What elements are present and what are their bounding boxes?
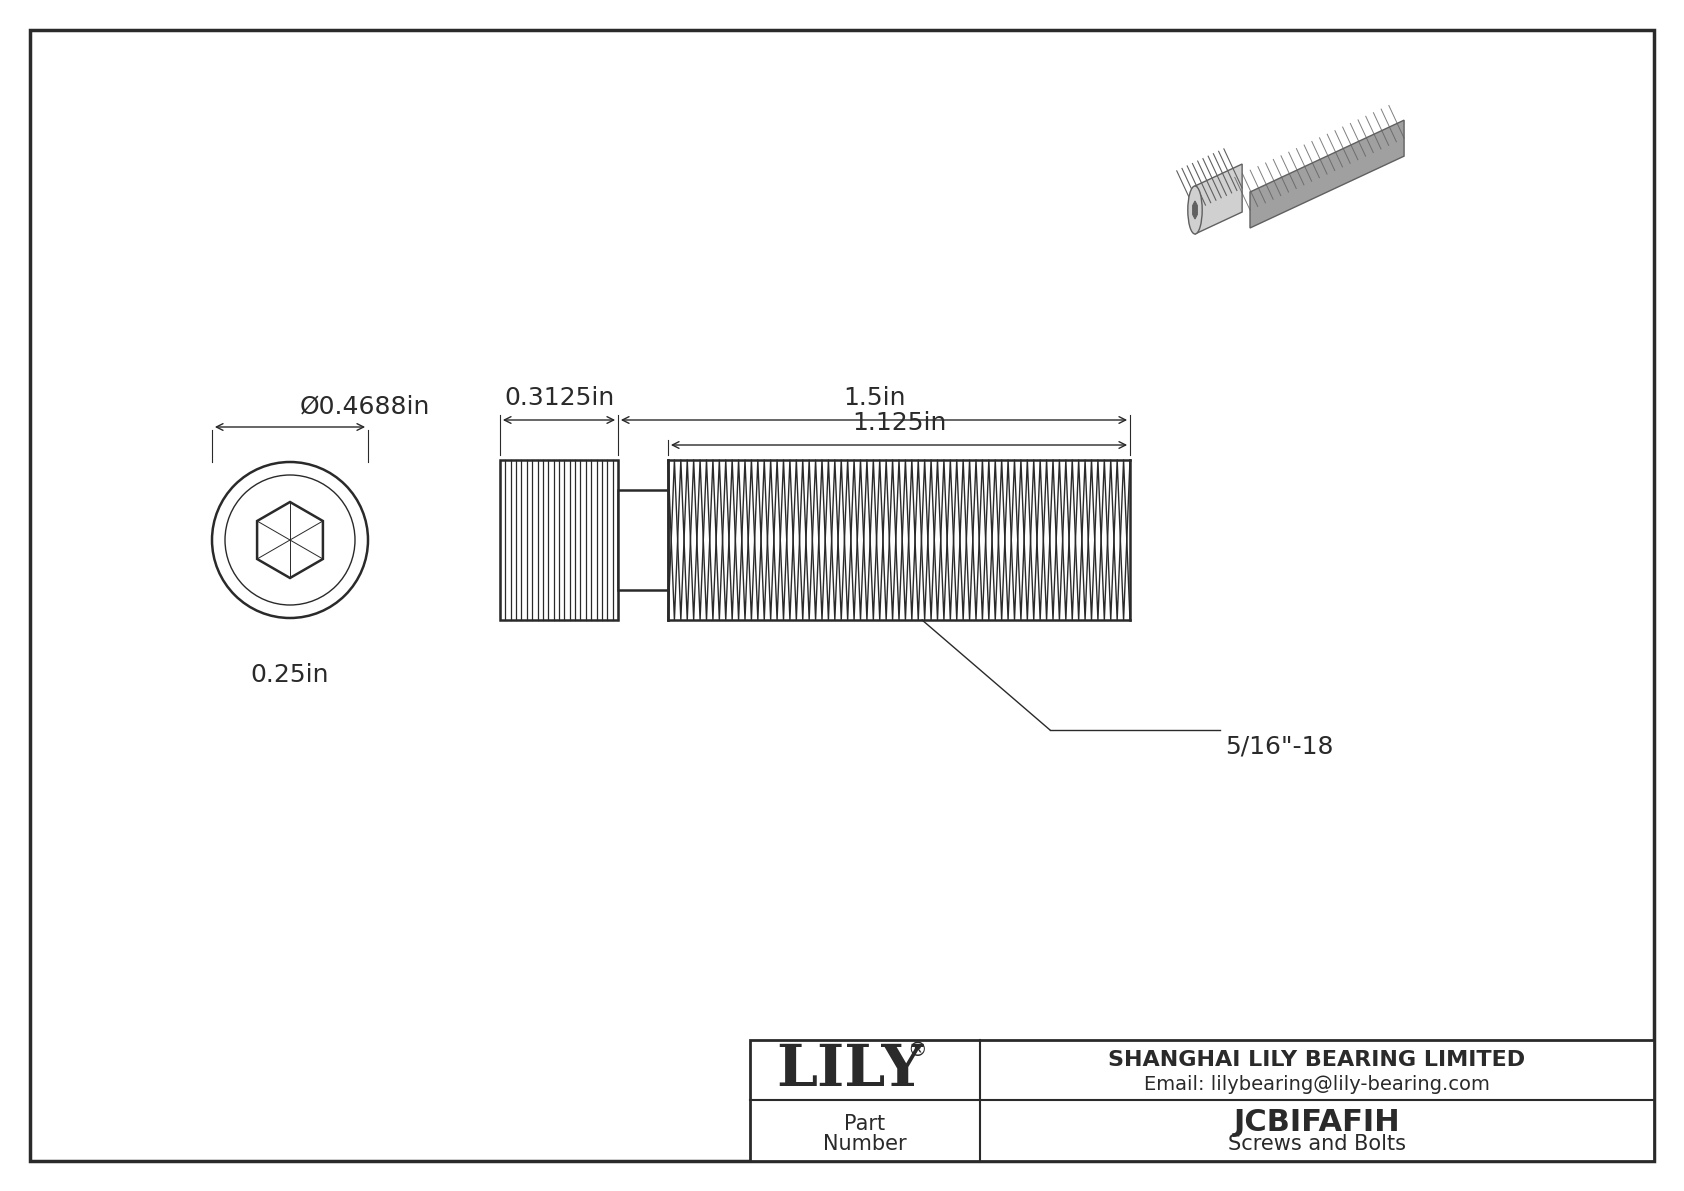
Text: Part: Part: [844, 1115, 886, 1135]
Bar: [500, 460, 618, 621]
Bar: [618, 490, 669, 590]
Text: 1.5in: 1.5in: [842, 386, 906, 410]
Text: Screws and Bolts: Screws and Bolts: [1228, 1135, 1406, 1154]
Text: SHANGHAI LILY BEARING LIMITED: SHANGHAI LILY BEARING LIMITED: [1108, 1050, 1526, 1070]
Text: Email: lilybearing@lily-bearing.com: Email: lilybearing@lily-bearing.com: [1143, 1074, 1490, 1093]
Bar: [669, 462, 1130, 618]
Text: LILY: LILY: [776, 1042, 923, 1098]
Text: 0.25in: 0.25in: [251, 663, 330, 687]
Text: 5/16"-18: 5/16"-18: [1224, 735, 1334, 759]
Circle shape: [212, 462, 369, 618]
Bar: [669, 460, 1130, 621]
Polygon shape: [258, 501, 323, 578]
Text: Number: Number: [823, 1135, 906, 1154]
Ellipse shape: [1187, 186, 1202, 233]
Text: ®: ®: [908, 1041, 926, 1060]
Bar: [749, 1040, 1654, 1161]
Text: JCBIFAFIH: JCBIFAFIH: [1234, 1108, 1401, 1137]
Bar: [500, 460, 618, 621]
Polygon shape: [1192, 201, 1197, 219]
Polygon shape: [1196, 164, 1243, 233]
Text: Ø0.4688in: Ø0.4688in: [300, 395, 431, 419]
Text: 0.3125in: 0.3125in: [504, 386, 615, 410]
Polygon shape: [1250, 120, 1404, 227]
Text: 1.125in: 1.125in: [852, 411, 946, 435]
